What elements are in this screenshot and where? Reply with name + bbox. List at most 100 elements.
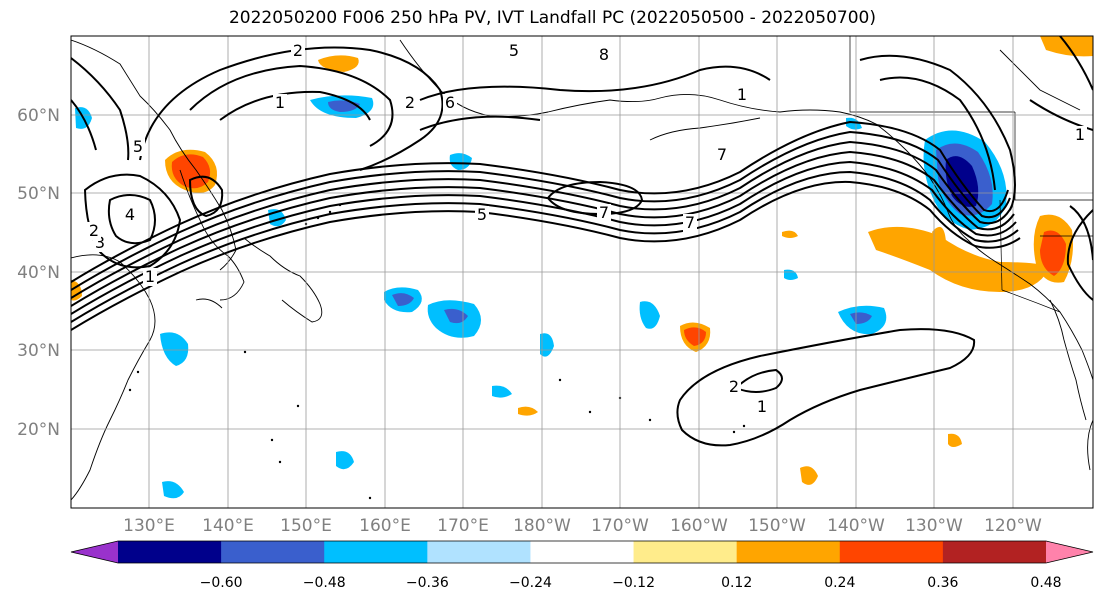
contour-label-bg: [755, 398, 769, 416]
contour-label: 1: [145, 267, 155, 286]
contour-label-bg: [291, 42, 305, 60]
contour-label-bg: [131, 138, 145, 156]
lat-label: 40°N: [17, 263, 60, 283]
colorbar-bin: [839, 541, 944, 563]
colorbar-tick-label: 0.36: [927, 575, 958, 591]
contour-label-bg: [715, 146, 729, 164]
lon-label: 120°W: [984, 516, 1042, 536]
contour-label: 1: [737, 85, 747, 104]
lon-label: 130°E: [123, 516, 175, 536]
colorbar-tick-label: 0.24: [824, 575, 855, 591]
colorbar-tick-label: 0.12: [721, 575, 752, 591]
positive-anomaly: [800, 466, 818, 485]
negative-anomaly: [336, 451, 354, 470]
positive-anomaly: [684, 327, 706, 346]
lat-label: 60°N: [17, 106, 60, 126]
negative-anomaly: [850, 312, 872, 324]
lon-label: 170°W: [591, 516, 649, 536]
contour-label-bg: [123, 206, 137, 224]
negative-anomaly: [540, 333, 554, 357]
contour-label: 5: [477, 205, 487, 224]
colorbar-outline: [70, 540, 1094, 564]
lon-label: 180°W: [513, 516, 571, 536]
islands: [128, 203, 746, 500]
contour-label: 2: [729, 377, 739, 396]
negative-anomaly: [449, 153, 472, 170]
lon-label: 160°W: [670, 516, 728, 536]
contour-label-bg: [727, 378, 741, 396]
colorbar-bin: [530, 541, 635, 563]
latitude-labels: 60°N 50°N 40°N 30°N 20°N: [17, 106, 60, 440]
lon-label: 160°E: [359, 516, 411, 536]
contour-label: 7: [717, 145, 727, 164]
positive-anomaly: [932, 226, 946, 245]
contour-label: 4: [125, 205, 135, 224]
colorbar-bin: [633, 541, 738, 563]
positive-anomaly: [318, 55, 359, 72]
contour-label: 5: [133, 137, 143, 156]
contour-label: 1: [1075, 125, 1085, 144]
colorbar-extend-low: [71, 541, 118, 563]
positive-anomaly: [518, 406, 538, 416]
contour-label: 1: [275, 93, 285, 112]
positive-anomaly: [171, 154, 211, 189]
negative-anomaly: [160, 332, 189, 366]
longitude-labels: 130°E 140°E 150°E 160°E 170°E 180°W 170°…: [123, 516, 1042, 536]
contour-label-bg: [273, 94, 287, 112]
lon-label: 150°W: [748, 516, 806, 536]
negative-anomaly: [162, 481, 184, 499]
contour-label: 7: [599, 203, 609, 222]
colorbar-extend-high: [1046, 541, 1093, 563]
political-borders: [849, 36, 1093, 313]
lon-label: 130°W: [905, 516, 963, 536]
colorbar: [70, 540, 1094, 564]
colorbar-tick-labels: −0.60 −0.48 −0.36 −0.24 −0.12 0.12 0.24 0.36 0.4…: [200, 575, 1062, 591]
map-title: 2022050200 F006 250 hPa PV, IVT Landfall…: [228, 8, 876, 28]
lon-label: 140°W: [827, 516, 885, 536]
negative-anomaly: [392, 293, 414, 306]
gridlines: [71, 36, 1093, 508]
colorbar-tick-label: −0.36: [406, 575, 449, 591]
contour-label-bg: [1073, 126, 1087, 144]
contour-label: 8: [599, 45, 609, 64]
lat-label: 50°N: [17, 184, 60, 204]
positive-anomaly: [1040, 230, 1066, 276]
contour-label: 2: [89, 221, 99, 240]
contour-label-bg: [683, 214, 697, 232]
colorbar-bin: [942, 541, 1047, 563]
lon-label: 150°E: [280, 516, 332, 536]
contour-label-bg: [597, 204, 611, 222]
contour-label: 2: [405, 93, 415, 112]
colorbar-bin: [118, 541, 222, 563]
contour-label-bg: [475, 206, 489, 224]
colorbar-bin: [736, 541, 841, 563]
negative-anomaly: [492, 385, 512, 398]
positive-anomaly: [782, 230, 798, 238]
map-frame: [70, 35, 1094, 509]
colorbar-tick-label: −0.60: [200, 575, 243, 591]
lat-label: 30°N: [17, 341, 60, 361]
colorbar-bin: [427, 541, 531, 563]
contour-label: 6: [445, 93, 455, 112]
pv-contours: [71, 36, 1093, 447]
positive-anomaly: [1040, 36, 1093, 57]
lon-label: 170°E: [437, 516, 489, 536]
colorbar-tick-label: −0.48: [303, 575, 346, 591]
contour-label-bg: [87, 222, 101, 240]
colorbar-bin: [221, 541, 325, 563]
contour-label: 3: [95, 233, 105, 252]
negative-anomaly: [444, 308, 468, 324]
contour-label-bg: [443, 94, 457, 112]
colorbar-tick-label: −0.12: [612, 575, 655, 591]
contour-label: 2: [293, 41, 303, 60]
positive-anomaly: [868, 226, 1050, 292]
colorbar-tick-label: 0.48: [1030, 575, 1061, 591]
contour-label-bg: [735, 86, 749, 104]
colorbar-tick-label: −0.24: [509, 575, 552, 591]
contour-label: 5: [509, 41, 519, 60]
contour-label: 1: [757, 397, 767, 416]
contour-label-bg: [403, 94, 417, 112]
colorbar-bin: [324, 541, 428, 563]
lat-label: 20°N: [17, 420, 60, 440]
